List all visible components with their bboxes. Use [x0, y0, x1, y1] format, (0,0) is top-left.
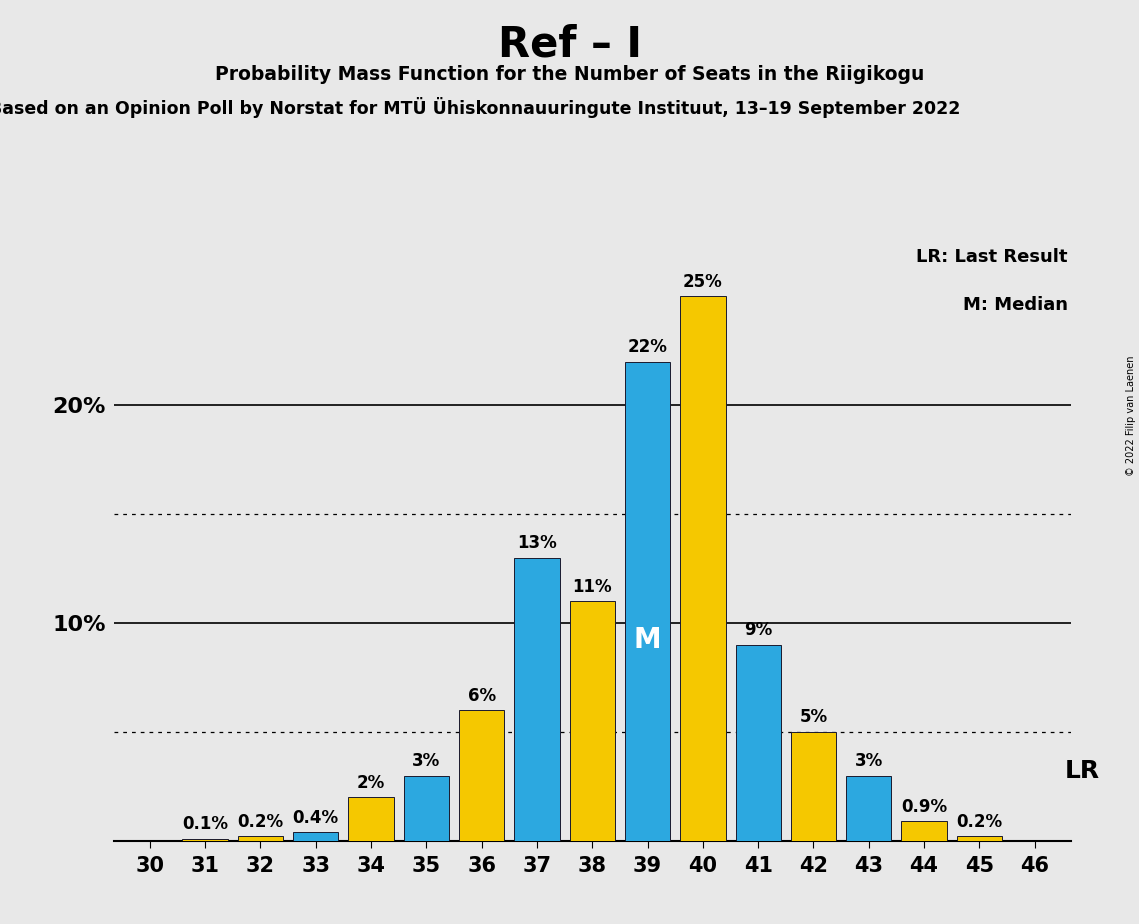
Text: 13%: 13% — [517, 534, 557, 553]
Text: 0.2%: 0.2% — [237, 813, 284, 831]
Text: 3%: 3% — [854, 752, 883, 770]
Text: 0.4%: 0.4% — [293, 808, 338, 827]
Text: 11%: 11% — [573, 578, 612, 596]
Text: Probability Mass Function for the Number of Seats in the Riigikogu: Probability Mass Function for the Number… — [215, 65, 924, 84]
Bar — [957, 836, 1002, 841]
Text: 9%: 9% — [744, 621, 772, 639]
Bar — [901, 821, 947, 841]
Bar — [625, 361, 670, 841]
Text: 5%: 5% — [800, 709, 828, 726]
Bar — [680, 297, 726, 841]
Text: LR: LR — [1065, 760, 1100, 784]
Text: 3%: 3% — [412, 752, 441, 770]
Text: 6%: 6% — [468, 687, 495, 705]
Bar — [182, 839, 228, 841]
Text: 0.9%: 0.9% — [901, 797, 948, 816]
Bar — [349, 797, 394, 841]
Text: 2%: 2% — [357, 773, 385, 792]
Bar — [403, 775, 449, 841]
Text: M: M — [633, 626, 662, 653]
Text: 0.2%: 0.2% — [957, 813, 1002, 831]
Text: © 2022 Filip van Laenen: © 2022 Filip van Laenen — [1126, 356, 1136, 476]
Bar — [515, 558, 559, 841]
Text: M: Median: M: Median — [962, 297, 1068, 314]
Bar — [238, 836, 284, 841]
Text: LR: Last Result: LR: Last Result — [917, 249, 1068, 266]
Bar — [846, 775, 892, 841]
Bar — [570, 602, 615, 841]
Text: 25%: 25% — [683, 273, 723, 291]
Text: Based on an Opinion Poll by Norstat for MTÜ Ühiskonnauuringute Instituut, 13–19 : Based on an Opinion Poll by Norstat for … — [0, 97, 960, 118]
Bar — [459, 711, 505, 841]
Bar — [293, 833, 338, 841]
Text: 0.1%: 0.1% — [182, 815, 228, 833]
Text: 22%: 22% — [628, 338, 667, 357]
Bar — [790, 732, 836, 841]
Bar — [736, 645, 781, 841]
Text: Ref – I: Ref – I — [498, 23, 641, 65]
